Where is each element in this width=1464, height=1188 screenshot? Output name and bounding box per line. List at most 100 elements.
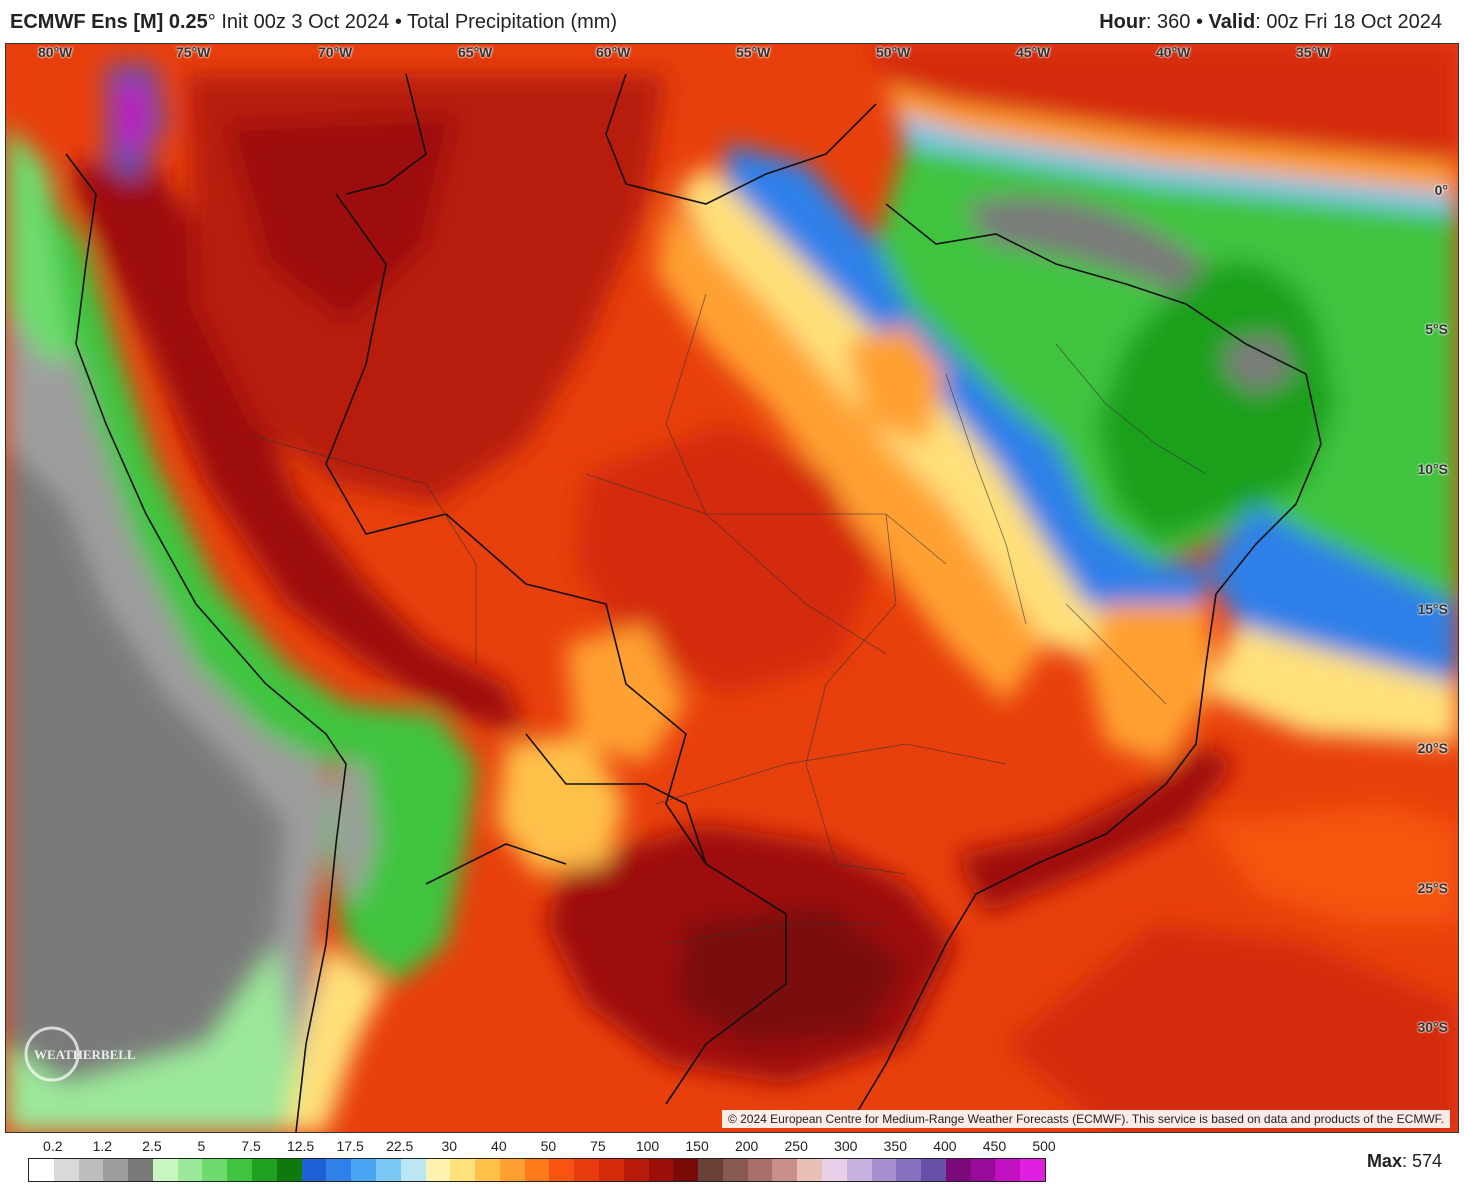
legend-tick-label: 400 [933,1138,957,1154]
separator-bullet-2: • [1195,11,1203,33]
colorbar-swatch [896,1159,922,1181]
legend-tick-label: 7.5 [241,1138,261,1154]
colorbar-swatch [846,1159,872,1181]
lon-label-45w: 45°W [1016,44,1051,60]
colorbar [28,1158,1046,1182]
colorbar-swatch [747,1159,773,1181]
lon-label-80w: 80°W [38,44,73,60]
legend-tick-label: 5 [197,1138,206,1154]
lat-label-30s: 30°S [1417,1019,1448,1035]
lat-label-5s: 5°S [1425,321,1448,337]
colorbar-swatch [598,1159,624,1181]
colorbar-swatch [673,1159,699,1181]
legend-tick-label: 500 [1032,1138,1056,1154]
degree-symbol: ° [207,11,216,33]
legend-tick-label: 0.2 [43,1138,63,1154]
legend-tick-label: 75 [590,1138,606,1154]
colorbar-swatch [326,1159,352,1181]
colorbar-swatch [103,1159,129,1181]
colorbar-swatch [549,1159,575,1181]
weatherbell-logo: WEATHERBELL [20,1024,140,1084]
colorbar-swatch [400,1159,426,1181]
precip-field [6,44,1458,1132]
variable-name: Total Precipitation (mm) [407,11,618,33]
lon-label-55w: 55°W [736,44,771,60]
colorbar-swatch [524,1159,550,1181]
colorbar-swatch [425,1159,451,1181]
logo-graphic: WEATHERBELL [24,1026,136,1082]
colorbar-swatch [648,1159,674,1181]
legend-tick-label: 2.5 [142,1138,162,1154]
colorbar-swatch [276,1159,302,1181]
lat-label-0: 0° [1434,182,1448,198]
valid-time-info: Hour: 360 • Valid: 00z Fri 18 Oct 2024 [1099,11,1442,34]
legend-tick-label: 150 [685,1138,709,1154]
colorbar-swatch [177,1159,203,1181]
legend-tick-label: 30 [441,1138,458,1154]
map-header: ECMWF Ens [M] 0.25° Init 00z 3 Oct 2024 … [0,0,1464,44]
colorbar-swatch [722,1159,748,1181]
colorbar-swatch [822,1159,847,1181]
colorbar-swatch [475,1159,500,1181]
colorbar-swatch [623,1159,649,1181]
model-name: ECMWF Ens [M] 0.25 [10,11,208,33]
colorbar-swatch [871,1159,897,1181]
colorbar-swatch [301,1159,327,1181]
lat-label-20s: 20°S [1417,740,1448,756]
colorbar-swatch [921,1159,946,1181]
colorbar-swatch [202,1159,228,1181]
colorbar-swatch [252,1159,277,1181]
lon-label-70w: 70°W [318,44,353,60]
state-borders [245,293,1207,945]
lon-label-65w: 65°W [458,44,493,60]
map-title: ECMWF Ens [M] 0.25° Init 00z 3 Oct 2024 … [10,11,617,34]
lon-label-50w: 50°W [876,44,911,60]
logo-text: WEATHERBELL [34,1047,136,1062]
precip-legend: 0.2 1.2 2.5 5 7.5 12.5 17.5 22.5 30 40 50 75 100 150 2… [0,1133,1464,1188]
colorbar-swatch [772,1159,798,1181]
legend-tick-label: 250 [784,1138,808,1154]
precipitation-map[interactable]: 80°W 75°W 70°W 65°W 60°W 55°W 50°W 45°W … [5,43,1459,1133]
lon-label-35w: 35°W [1296,44,1331,60]
copyright-notice: © 2024 European Centre for Medium-Range … [721,1110,1450,1128]
legend-tick-label: 100 [635,1138,660,1154]
max-value-label: Max: 574 [1367,1151,1442,1172]
colorbar-swatch [698,1159,723,1181]
separator-bullet: • [394,11,402,33]
lon-label-75w: 75°W [176,44,211,60]
legend-tick-label: 1.2 [92,1138,113,1154]
valid-value: : 00z Fri 18 Oct 2024 [1255,11,1442,33]
colorbar-swatch [574,1159,599,1181]
colorbar-swatch [351,1159,376,1181]
valid-label: Valid [1208,11,1256,33]
legend-tick-label: 300 [834,1138,858,1154]
hour-label: Hour [1099,11,1146,33]
colorbar-swatch [945,1159,971,1181]
colorbar-swatch [29,1159,54,1181]
legend-tick-label: 200 [734,1138,759,1154]
colorbar-swatch [499,1159,525,1181]
legend-tick-labels: 0.2 1.2 2.5 5 7.5 12.5 17.5 22.5 30 40 50 75 100 150 2… [28,1138,1056,1160]
legend-tick-label: 50 [540,1138,557,1154]
colorbar-swatch [53,1159,79,1181]
lat-label-10s: 10°S [1417,461,1448,477]
colorbar-swatch [1020,1159,1046,1181]
colorbar-swatch [375,1159,401,1181]
init-time: Init 00z 3 Oct 2024 [221,11,390,33]
hour-value: : 360 [1145,11,1191,33]
legend-tick-label: 17.5 [336,1138,364,1154]
colorbar-swatch [152,1159,178,1181]
lat-label-15s: 15°S [1417,601,1448,617]
legend-tick-label: 350 [883,1138,907,1154]
colorbar-swatch [797,1159,822,1181]
colorbar-swatch [450,1159,476,1181]
legend-tick-label: 40 [491,1138,507,1154]
colorbar-swatch [995,1159,1021,1181]
legend-tick-label: 12.5 [286,1138,315,1154]
colorbar-swatch [78,1159,104,1181]
lon-label-40w: 40°W [1156,44,1191,60]
lon-label-60w: 60°W [596,44,631,60]
country-borders [65,73,1322,1132]
colorbar-swatch [128,1159,153,1181]
map-graphic [6,44,1458,1132]
